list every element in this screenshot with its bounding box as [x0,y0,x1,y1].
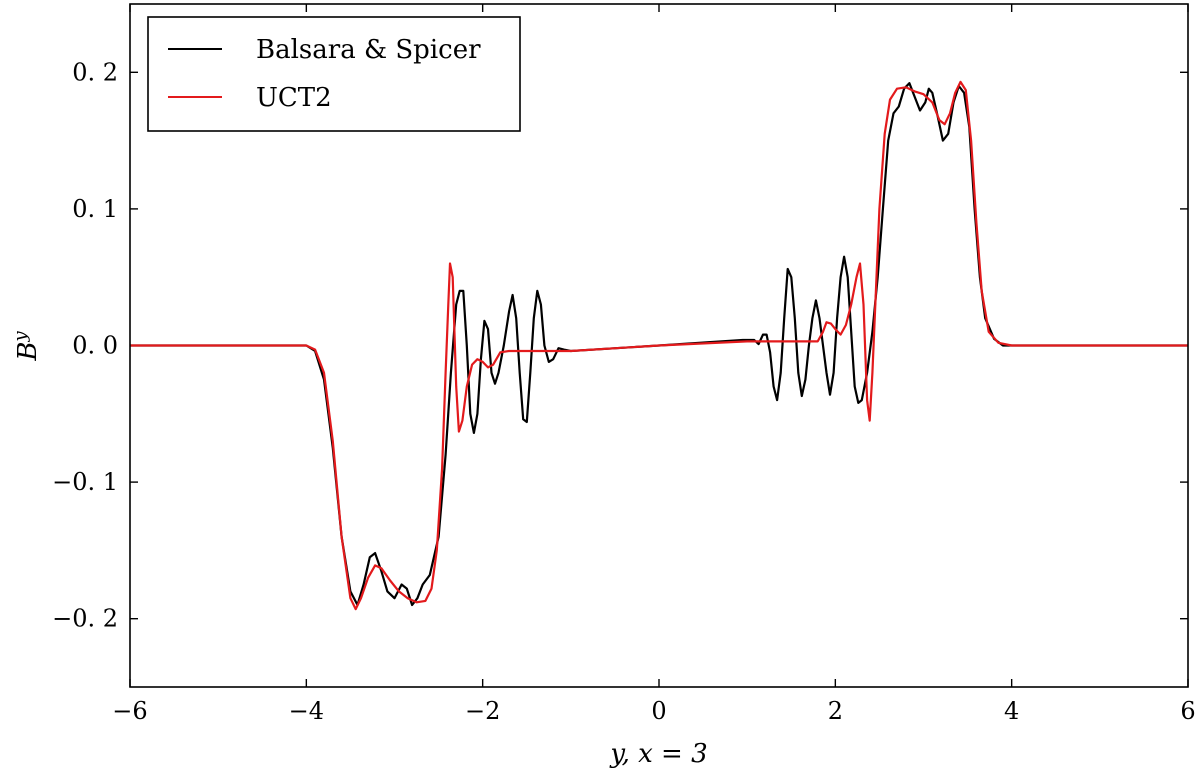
x-tick-label: −2 [465,697,500,725]
series-line-balsara-spicer [130,82,1188,607]
y-axis-label: By [10,331,43,362]
plot-frame [129,3,1189,688]
x-tick-label: 0 [651,697,666,725]
x-tick-label: 2 [828,697,843,725]
y-axis-ticks: −0. 2 −0. 1 0. 0 0. 1 0. 2 [52,58,1188,633]
y-tick-label: 0. 2 [72,58,118,86]
x-tick-label: 6 [1180,697,1195,725]
legend-label-balsara-spicer: Balsara & Spicer [256,35,481,65]
x-axis-ticks: −6 −4 −2 0 2 4 6 [112,4,1196,725]
x-tick-label: −4 [289,697,324,725]
legend-label-uct2: UCT2 [256,83,332,113]
y-tick-label: 0. 1 [72,195,118,223]
y-tick-label: 0. 0 [72,332,118,360]
x-axis-label: y, x = 3 [609,739,707,769]
y-tick-label: −0. 1 [52,468,118,496]
x-tick-label: 4 [1004,697,1019,725]
series-lines [130,80,1188,611]
legend: Balsara & Spicer UCT2 [147,16,521,132]
y-axis-label-superscript: y [10,331,31,343]
series-line-uct2 [130,80,1188,611]
legend-box [147,16,521,132]
y-tick-label: −0. 2 [52,605,118,633]
x-tick-label: −6 [112,697,147,725]
y-axis-label-base: B [13,342,43,362]
